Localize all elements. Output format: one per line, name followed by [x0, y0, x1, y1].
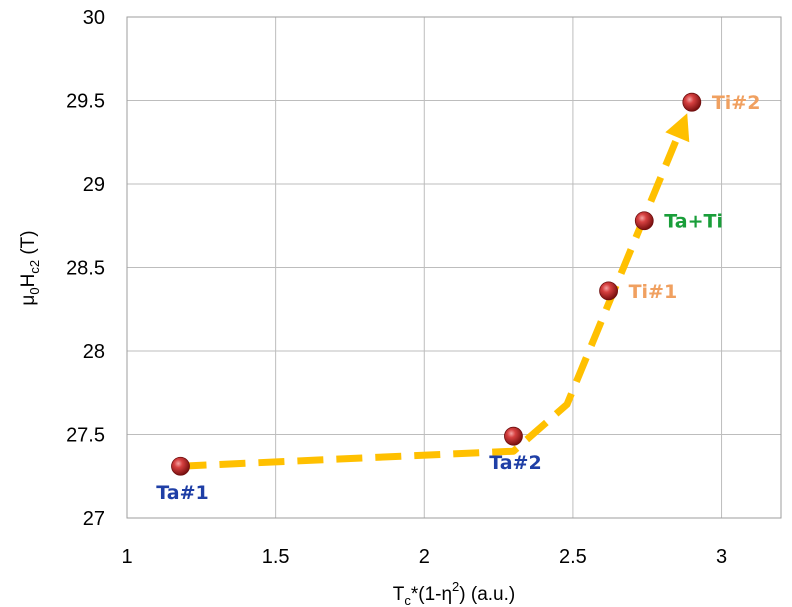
x-tick-label: 1.5 — [262, 546, 290, 568]
x-tick-labels: 1 1.5 2 2.5 3 — [121, 546, 727, 568]
data-point — [599, 281, 618, 301]
point-label: Ti#1 — [629, 281, 678, 303]
trend-arrowhead — [665, 113, 690, 143]
x-tick-label: 2.5 — [559, 546, 587, 568]
trend-line — [180, 135, 681, 470]
plot-area-border — [126, 16, 782, 519]
data-point — [682, 92, 702, 112]
trend-arrow — [180, 113, 690, 470]
y-tick-labels: 27 27.5 28 28.5 29 29.5 30 — [66, 7, 105, 530]
y-axis-title: μ0Hc2 (T) — [18, 230, 42, 305]
y-tick-label: 27.5 — [66, 425, 105, 447]
point-label: Ti#2 — [712, 92, 761, 114]
data-point — [504, 426, 523, 446]
x-tick-label: 2 — [419, 546, 430, 568]
x-tick-label: 3 — [716, 546, 727, 568]
y-tick-label: 28.5 — [66, 258, 105, 280]
point-labels: Ta#1 Ta#2 Ti#1 Ta+Ti Ti#2 — [156, 92, 760, 504]
point-label: Ta#1 — [156, 482, 208, 504]
x-tick-label: 1 — [121, 546, 132, 568]
y-tick-label: 29 — [83, 174, 105, 196]
point-label: Ta+Ti — [664, 211, 723, 233]
gridlines — [127, 16, 781, 518]
data-points — [171, 92, 702, 476]
x-axis-title: Tc*(1-η2) (a.u.) — [393, 579, 515, 607]
y-tick-label: 28 — [83, 341, 105, 363]
y-tick-label: 29.5 — [66, 91, 105, 113]
y-tick-label: 30 — [83, 7, 105, 29]
y-tick-label: 27 — [83, 508, 105, 530]
data-point — [634, 211, 654, 231]
data-point — [171, 456, 190, 476]
point-label: Ta#2 — [489, 452, 541, 474]
